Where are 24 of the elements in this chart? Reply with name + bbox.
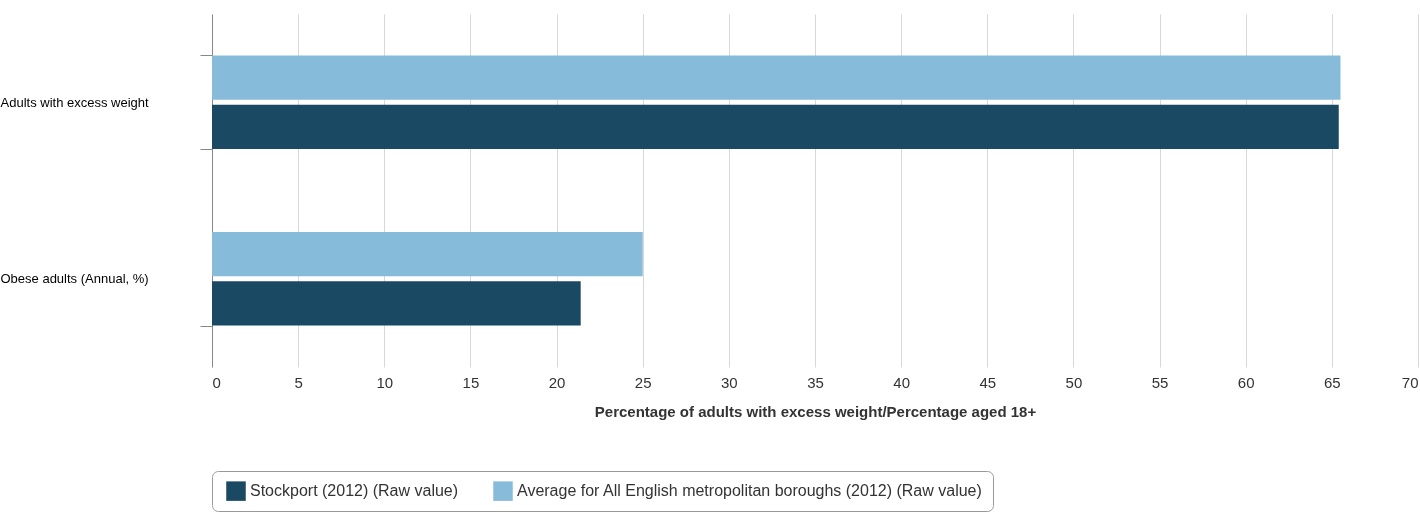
x-tick-label: 0 xyxy=(212,373,221,391)
x-tick-label: 70 xyxy=(1401,373,1419,391)
legend-label: Stockport (2012) (Raw value) xyxy=(250,482,459,500)
x-tick-label: 55 xyxy=(1151,373,1169,391)
x-tick-label: 20 xyxy=(548,373,566,391)
legend-label: Average for All English metropolitan boroughs (2012) (Raw value) xyxy=(517,482,982,500)
x-tick-label: 40 xyxy=(893,373,910,391)
x-tick-label: 10 xyxy=(376,373,394,391)
x-tick-label: 25 xyxy=(634,373,652,391)
x-tick-label: 30 xyxy=(721,373,738,391)
bar xyxy=(212,104,1339,150)
x-tick-label: 50 xyxy=(1065,373,1083,391)
x-tick-label: 45 xyxy=(979,373,997,391)
x-tick-label: 35 xyxy=(807,373,824,391)
x-tick-label: 65 xyxy=(1324,373,1341,391)
x-tick-label: 15 xyxy=(462,373,480,391)
x-tick-label: 5 xyxy=(294,373,303,391)
bar xyxy=(212,281,581,326)
x-axis-title: Percentage of adults with excess weight/Percentage aged 18+ xyxy=(594,402,1037,420)
x-tick-label: 60 xyxy=(1237,373,1255,391)
bar xyxy=(212,231,643,277)
bar xyxy=(212,55,1341,100)
y-tick-label: Obese adults (Annual, %) xyxy=(0,271,149,287)
y-tick-label: Adults with excess weight xyxy=(0,94,150,110)
